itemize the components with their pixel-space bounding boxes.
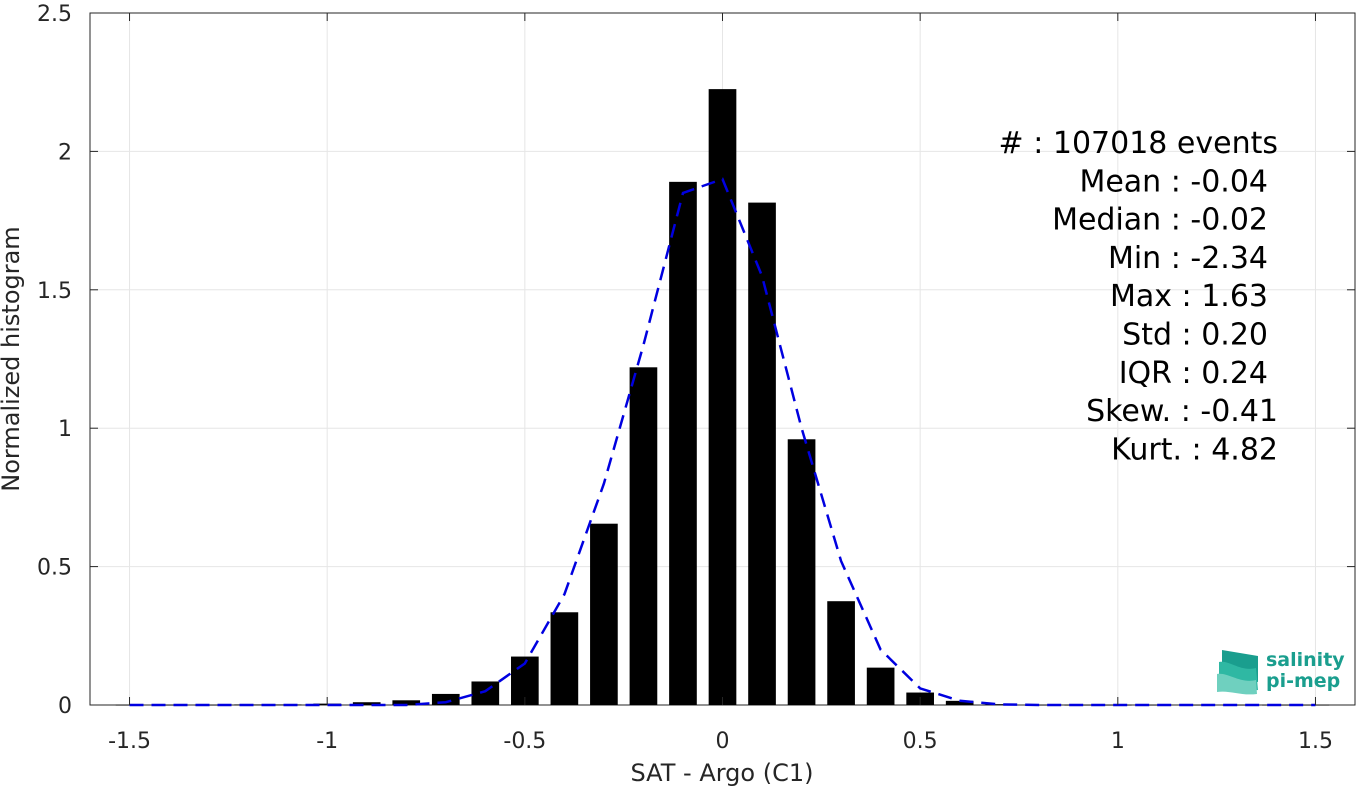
x-tick-label: -0.5 — [503, 729, 546, 754]
stat-label: Max — [1110, 279, 1182, 314]
stat-label: Skew. — [1086, 394, 1181, 429]
stat-value: : -0.41 — [1181, 394, 1278, 429]
y-tick-label: 1.5 — [37, 279, 72, 304]
stat-label: Median — [1052, 203, 1171, 238]
stat-value: : 0.20 — [1182, 318, 1268, 353]
stat-value: : -2.34 — [1171, 241, 1268, 276]
histogram-bar — [1183, 704, 1211, 706]
y-axis-ticks: 0 0.5 1 1.5 2 2.5 — [37, 2, 1355, 719]
histogram-bar — [945, 700, 974, 705]
histogram-bar — [708, 89, 737, 706]
y-axis-label: Normalized histogram — [0, 226, 25, 491]
x-axis-label: SAT - Argo (C1) — [631, 759, 814, 787]
x-tick-label: 1 — [1111, 729, 1125, 754]
histogram-bar — [550, 612, 579, 705]
stat-label: Kurt. — [1111, 432, 1191, 467]
x-tick-label: 0 — [716, 729, 730, 754]
stat-value: : -0.04 — [1171, 164, 1268, 199]
logo-line2: pi-mep — [1266, 670, 1340, 692]
histogram-bar — [866, 667, 895, 705]
stats-line: Max : 1.63 — [1110, 279, 1268, 314]
histogram-bar — [629, 367, 658, 705]
histogram-bar — [748, 202, 776, 705]
x-axis-ticks: -1.5 -1 -0.5 0 0.5 1 1.5 — [108, 13, 1333, 754]
x-tick-label: 1.5 — [1298, 729, 1333, 754]
stats-line: Std : 0.20 — [1122, 318, 1268, 353]
histogram-bars — [115, 89, 1330, 706]
stats-line: Min : -2.34 — [1108, 241, 1268, 276]
stats-line: Median : -0.02 — [1052, 203, 1268, 238]
stats-line: # : 107018 events — [999, 126, 1278, 161]
stat-value: : 4.82 — [1192, 432, 1278, 467]
stat-label: Min — [1108, 241, 1171, 276]
stats-line: Skew. : -0.41 — [1086, 394, 1278, 429]
x-tick-label: 0.5 — [903, 729, 938, 754]
stat-label: Mean — [1079, 164, 1170, 199]
stat-label: IQR — [1119, 356, 1182, 391]
logo-wave-icon — [1217, 650, 1258, 695]
histogram-bar — [471, 681, 500, 705]
histogram-bar — [985, 704, 1014, 705]
histogram-bar — [352, 702, 381, 705]
x-tick-label: -1.5 — [108, 729, 151, 754]
y-tick-label: 1 — [58, 417, 72, 442]
histogram-bar — [392, 700, 421, 705]
x-tick-label: -1 — [316, 729, 338, 754]
logo-line1: salinity — [1266, 649, 1345, 671]
y-tick-label: 0 — [58, 694, 72, 719]
stats-line: IQR : 0.24 — [1119, 356, 1268, 391]
stat-label: # — [999, 126, 1034, 161]
y-tick-label: 0.5 — [37, 556, 72, 581]
y-tick-label: 2 — [58, 140, 72, 165]
histogram-bar — [590, 523, 618, 705]
stat-value: : -0.02 — [1171, 203, 1268, 238]
histogram-bar — [669, 181, 697, 705]
histogram-bar — [431, 693, 460, 705]
y-tick-label: 2.5 — [37, 2, 72, 27]
histogram-bar — [155, 704, 183, 706]
stats-line: Kurt. : 4.82 — [1111, 432, 1278, 467]
stat-value: : 1.63 — [1182, 279, 1268, 314]
histogram-bar — [827, 601, 855, 705]
histogram-bar — [787, 439, 816, 705]
stat-value: : 107018 events — [1033, 126, 1278, 161]
stat-value: : 0.24 — [1182, 356, 1268, 391]
stats-line: Mean : -0.04 — [1079, 164, 1268, 199]
salinity-pi-mep-logo: salinity pi-mep — [1217, 649, 1345, 695]
stat-label: Std — [1122, 318, 1181, 353]
